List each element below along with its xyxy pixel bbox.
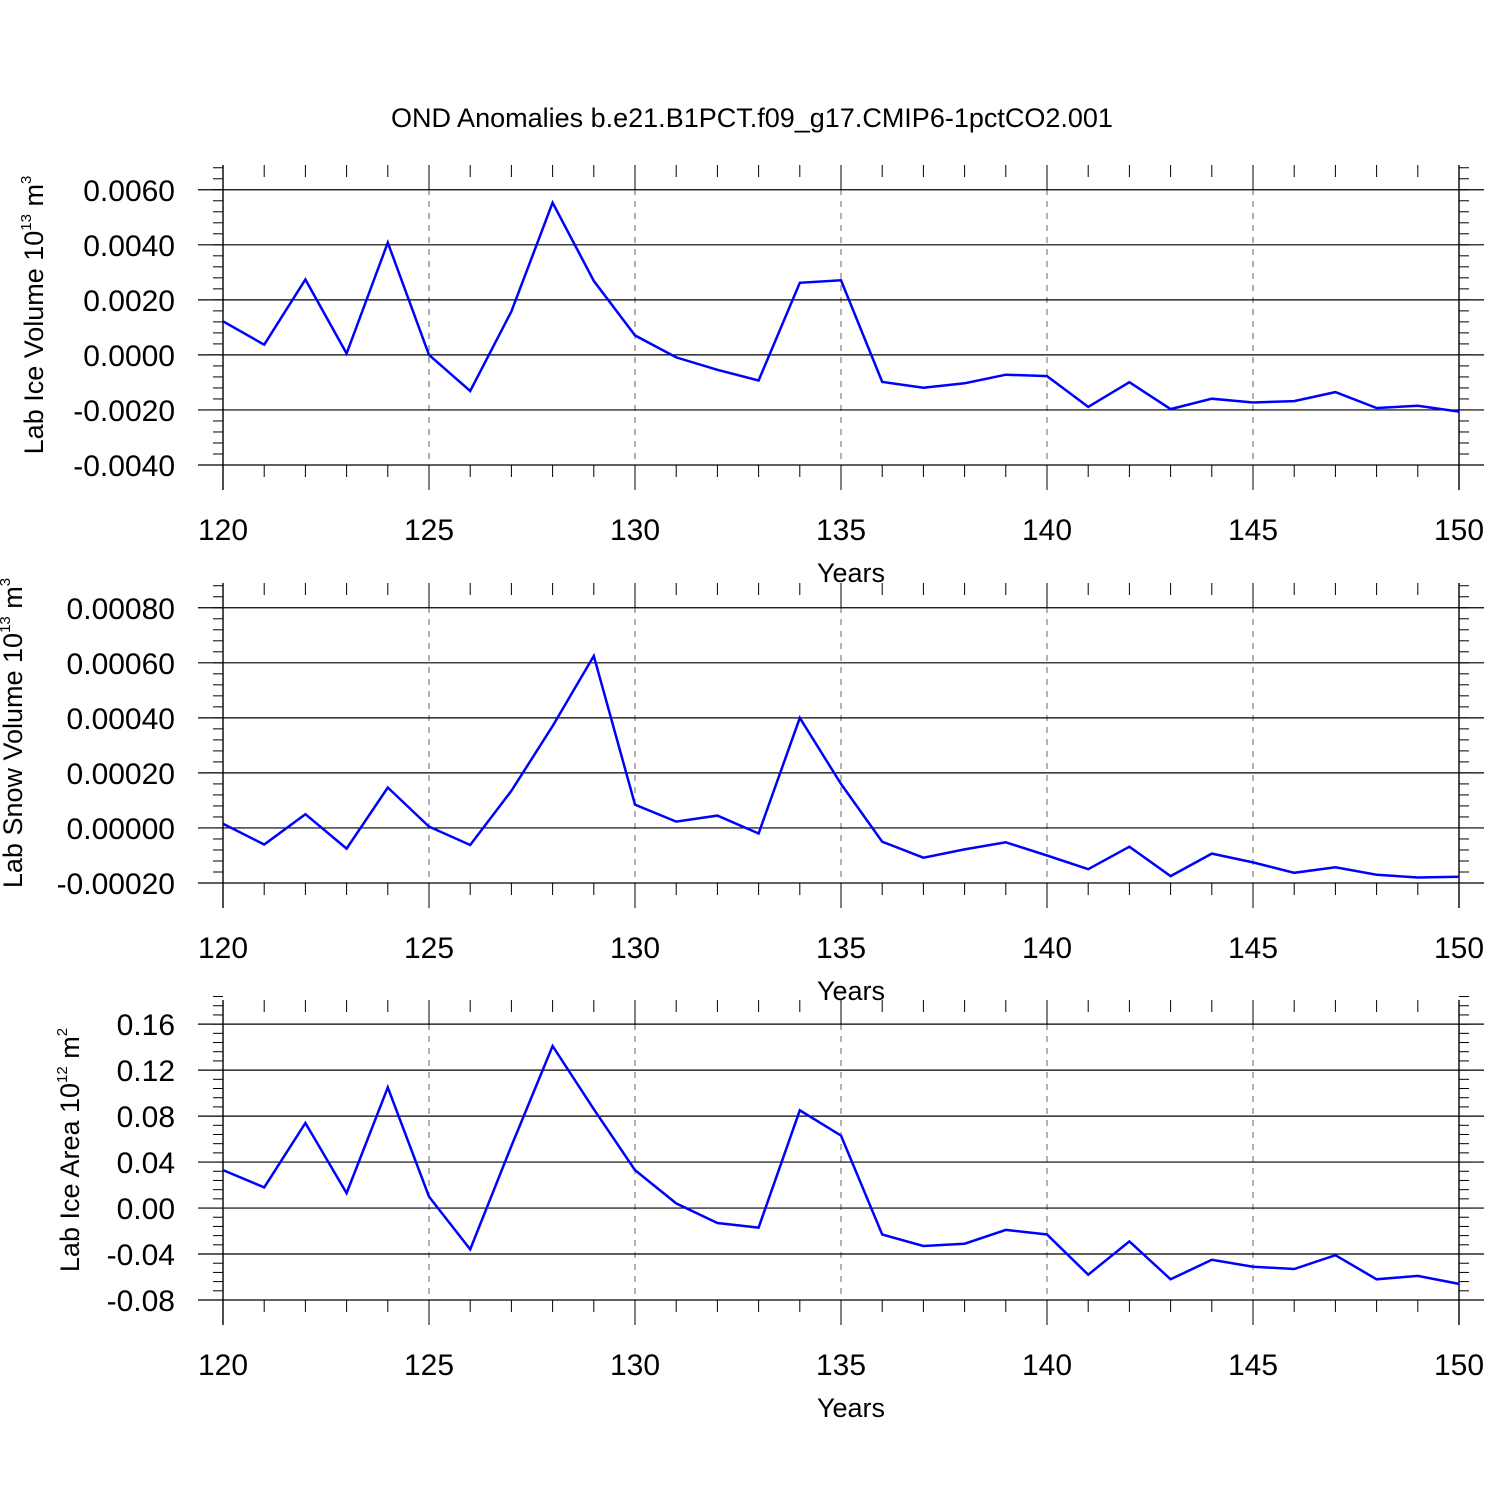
panel-3: -0.08 -0.04 0.00 0.04 0.08 0.12 0.16 120 125 130 1…	[54, 996, 1484, 1423]
y-tick-label: 0.12	[117, 1055, 175, 1088]
x-tick-label: 140	[1022, 1349, 1072, 1382]
y-tick-label: 0.0000	[83, 340, 175, 373]
y-tick-label: -0.0020	[73, 395, 175, 428]
x-tick-label: 125	[404, 932, 454, 965]
x-tick-label: 130	[610, 514, 660, 547]
y-tick-label: 0.00000	[67, 813, 175, 846]
chart-title: OND Anomalies b.e21.B1PCT.f09_g17.CMIP6-…	[391, 103, 1113, 133]
x-tick-label: 135	[816, 932, 866, 965]
x-tick-label: 145	[1228, 514, 1278, 547]
panel-1: -0.0040 -0.0020 0.0000 0.0020 0.0040 0.0060 12…	[18, 165, 1484, 588]
y-axis-label: Lab Ice Area 1012 m2	[54, 1028, 85, 1272]
y-tick-label: -0.04	[107, 1239, 175, 1272]
y-tick-label: -0.0040	[73, 450, 175, 483]
x-tick-label: 135	[816, 514, 866, 547]
x-tick-label: 150	[1434, 514, 1484, 547]
x-tick-label: 130	[610, 932, 660, 965]
x-tick-label: 150	[1434, 932, 1484, 965]
y-tick-label: 0.08	[117, 1101, 175, 1134]
y-tick-label: 0.00080	[67, 593, 175, 626]
x-tick-label: 150	[1434, 1349, 1484, 1382]
y-tick-label: 0.00060	[67, 648, 175, 681]
panel-2: -0.00020 0.00000 0.00020 0.00040 0.00060 0.00…	[0, 578, 1484, 1006]
y-tick-label: 0.0060	[83, 175, 175, 208]
x-tick-label: 145	[1228, 1349, 1278, 1382]
x-tick-label: 145	[1228, 932, 1278, 965]
y-tick-label: 0.0020	[83, 285, 175, 318]
y-axis-label: Lab Ice Volume 1013 m3	[18, 176, 49, 455]
series-line	[222, 1043, 1460, 1286]
y-axis-label: Lab Snow Volume 1013 m3	[0, 578, 28, 888]
y-tick-label: 0.0040	[83, 230, 175, 263]
x-tick-label: 135	[816, 1349, 866, 1382]
x-tick-label: 125	[404, 1349, 454, 1382]
y-tick-label: 0.00020	[67, 758, 175, 791]
x-axis-label: Years	[817, 558, 885, 588]
y-tick-label: 0.04	[117, 1147, 175, 1180]
y-tick-label: -0.00020	[57, 868, 175, 901]
x-axis-label: Years	[817, 976, 885, 1006]
y-tick-label: 0.00040	[67, 703, 175, 736]
x-tick-label: 120	[198, 514, 248, 547]
x-axis-label: Years	[817, 1393, 885, 1423]
y-tick-label: -0.08	[107, 1285, 175, 1318]
x-tick-label: 125	[404, 514, 454, 547]
x-tick-label: 130	[610, 1349, 660, 1382]
x-tick-label: 120	[198, 1349, 248, 1382]
series-line	[222, 199, 1460, 413]
x-tick-label: 140	[1022, 514, 1072, 547]
y-tick-label: 0.16	[117, 1009, 175, 1042]
x-tick-label: 140	[1022, 932, 1072, 965]
x-tick-label: 120	[198, 932, 248, 965]
y-tick-label: 0.00	[117, 1193, 175, 1226]
